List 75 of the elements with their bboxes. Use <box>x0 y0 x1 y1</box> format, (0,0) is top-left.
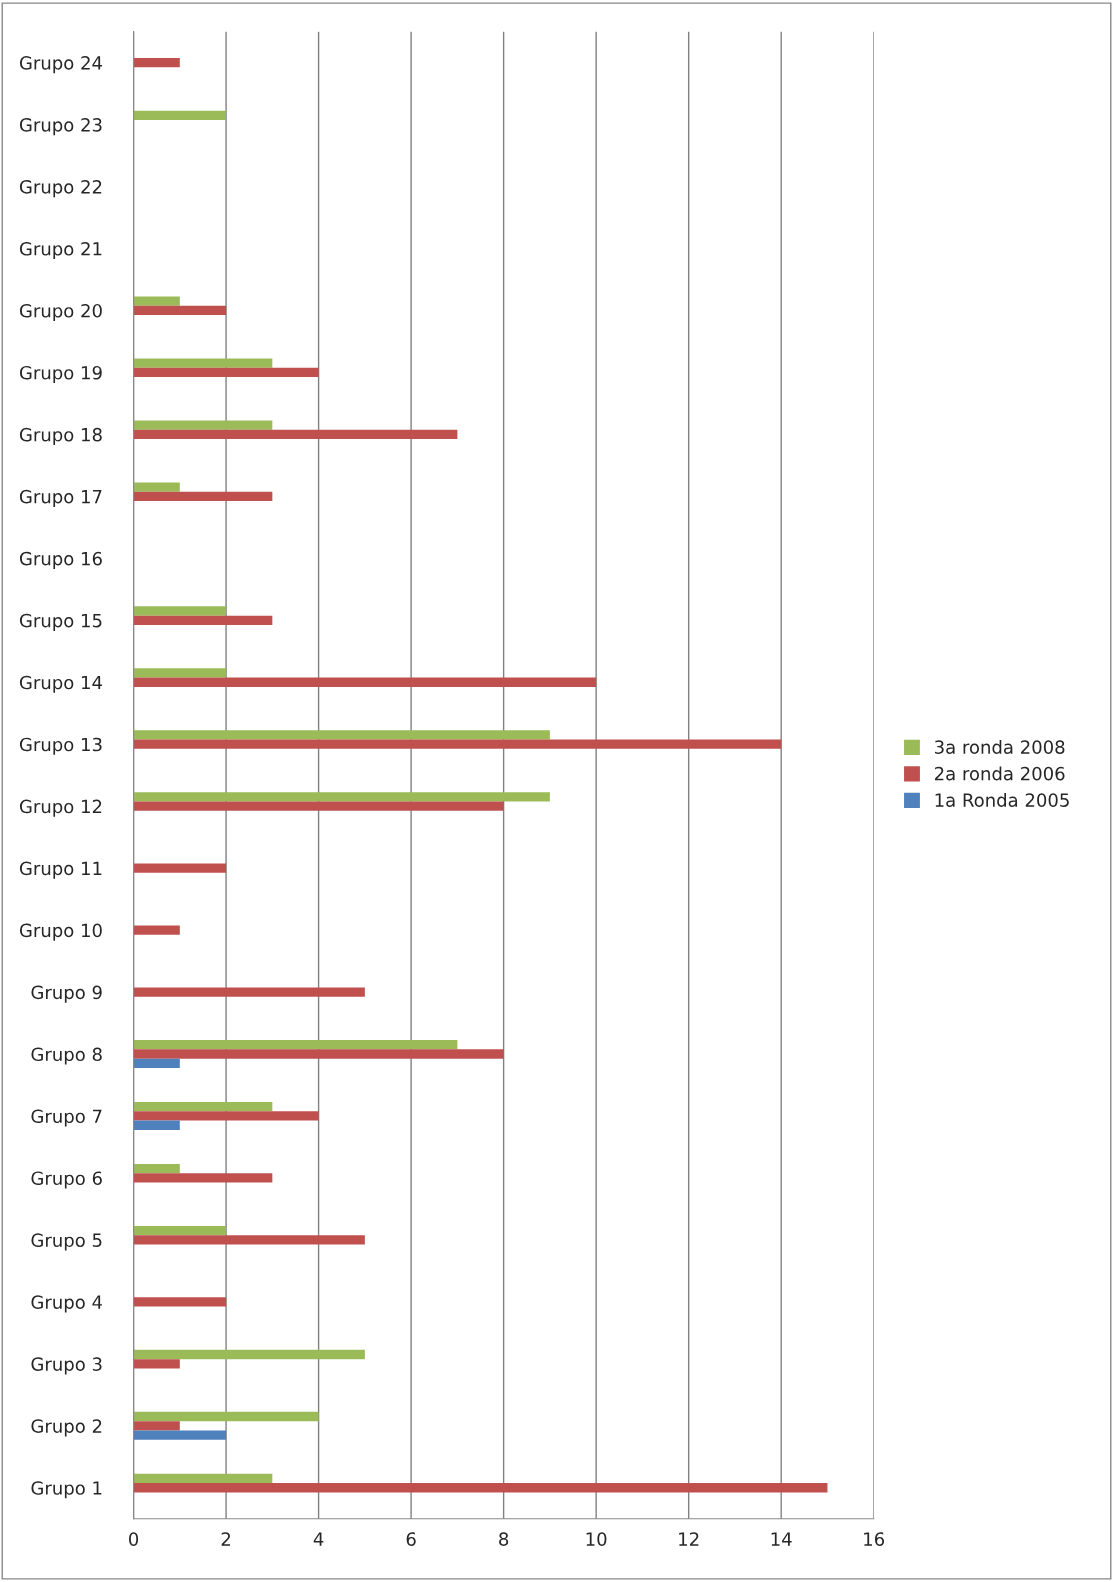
bar <box>133 420 273 430</box>
bar <box>133 429 458 440</box>
y-tick-label: Grupo 18 <box>19 427 102 446</box>
bar <box>133 110 227 120</box>
x-tick-label: 2 <box>221 1532 231 1546</box>
y-tick-label: Grupo 10 <box>19 923 102 941</box>
bar <box>133 1421 180 1431</box>
x-tick-label: 6 <box>406 1532 416 1546</box>
x-tick-label: 12 <box>679 1532 699 1546</box>
bar <box>133 792 550 802</box>
bar <box>133 606 227 616</box>
y-tick-label: Grupo 22 <box>19 180 102 198</box>
y-tick-label: Grupo 17 <box>19 489 102 507</box>
x-tick-label: 8 <box>499 1532 509 1546</box>
y-tick-label: Grupo 8 <box>31 1047 102 1065</box>
y-tick-label: Grupo 16 <box>19 551 102 569</box>
y-tick-label: Grupo 1 <box>31 1481 102 1499</box>
y-tick-label: Grupo 7 <box>31 1109 102 1127</box>
bar <box>133 1235 365 1245</box>
y-tick-label: Grupo 9 <box>31 985 102 1003</box>
bar <box>133 615 273 625</box>
bar <box>133 987 365 997</box>
x-tick-label: 14 <box>771 1532 792 1546</box>
x-tick-label: 10 <box>586 1532 607 1546</box>
bar <box>133 1411 319 1422</box>
x-tick-label: 16 <box>864 1532 885 1546</box>
bar <box>133 1173 273 1183</box>
bar <box>133 296 180 306</box>
bar <box>133 358 273 368</box>
bar <box>133 491 273 501</box>
bar <box>133 305 227 316</box>
y-tick-label: Grupo 2 <box>31 1419 102 1437</box>
x-tick-label: 0 <box>129 1532 139 1546</box>
legend-label: 3a ronda 2008 <box>935 739 1065 754</box>
y-tick-label: Grupo 20 <box>19 303 102 322</box>
bar <box>133 1058 180 1068</box>
legend-label: 2a ronda 2006 <box>934 766 1065 781</box>
bar <box>133 1349 365 1360</box>
y-tick-label: Grupo 13 <box>19 737 102 755</box>
bar <box>133 1225 227 1236</box>
bar <box>133 57 180 68</box>
bar <box>133 1483 828 1493</box>
bar <box>133 925 180 935</box>
y-tick-label: Grupo 4 <box>31 1295 102 1313</box>
y-tick-label: Grupo 21 <box>19 241 102 260</box>
bar <box>133 1297 227 1307</box>
bar <box>133 367 319 378</box>
x-tick-label: 4 <box>313 1532 324 1546</box>
bar <box>133 1049 504 1059</box>
y-tick-label: Grupo 3 <box>31 1357 102 1375</box>
bar <box>133 1111 319 1121</box>
y-tick-label: Grupo 6 <box>31 1171 102 1189</box>
bar <box>133 668 227 678</box>
bar <box>133 1473 273 1484</box>
bar <box>133 801 504 811</box>
bar <box>133 1040 458 1050</box>
bar <box>133 1163 180 1174</box>
bar <box>133 863 227 873</box>
bar <box>133 1120 180 1130</box>
bar <box>133 677 597 687</box>
bar <box>133 1430 227 1440</box>
bar <box>133 482 180 492</box>
bar <box>133 1359 180 1369</box>
y-tick-label: Grupo 19 <box>19 365 102 384</box>
y-tick-label: Grupo 12 <box>19 799 102 817</box>
y-tick-label: Grupo 23 <box>19 118 102 136</box>
bar <box>133 739 782 749</box>
bar <box>133 1102 273 1112</box>
legend-label: 1a Ronda 2005 <box>935 792 1069 807</box>
bar <box>133 730 550 740</box>
y-tick-label: Grupo 11 <box>19 861 102 879</box>
y-tick-label: Grupo 5 <box>31 1233 102 1251</box>
y-tick-label: Grupo 24 <box>19 56 102 74</box>
y-tick-label: Grupo 14 <box>19 675 102 693</box>
y-tick-label: Grupo 15 <box>19 613 102 631</box>
